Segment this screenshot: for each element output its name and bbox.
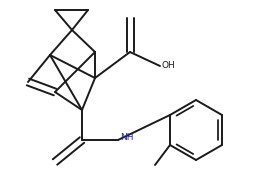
- Text: NH: NH: [120, 134, 134, 143]
- Text: OH: OH: [162, 61, 176, 70]
